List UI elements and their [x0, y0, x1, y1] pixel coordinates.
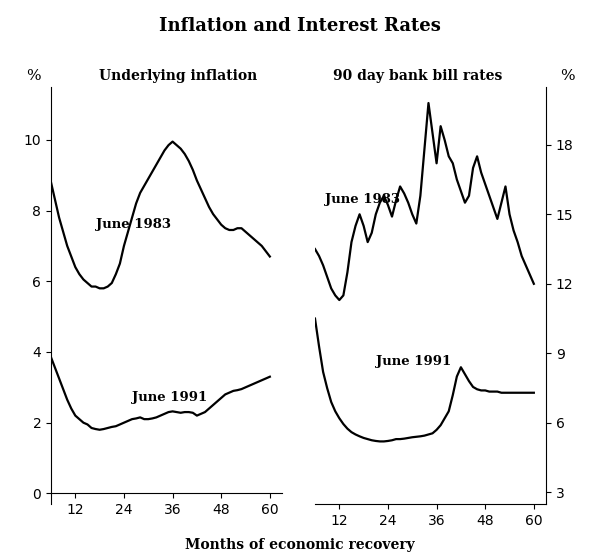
Text: June 1991: June 1991 — [132, 391, 208, 404]
Text: June 1983: June 1983 — [325, 193, 400, 206]
Text: June 1983: June 1983 — [95, 218, 170, 231]
Text: June 1991: June 1991 — [376, 355, 451, 368]
Text: Months of economic recovery: Months of economic recovery — [185, 538, 415, 552]
Text: %: % — [560, 69, 574, 83]
Text: Underlying inflation: Underlying inflation — [99, 69, 257, 83]
Text: %: % — [26, 69, 40, 83]
Text: 90 day bank bill rates: 90 day bank bill rates — [333, 69, 502, 83]
Text: Inflation and Interest Rates: Inflation and Interest Rates — [159, 17, 441, 35]
